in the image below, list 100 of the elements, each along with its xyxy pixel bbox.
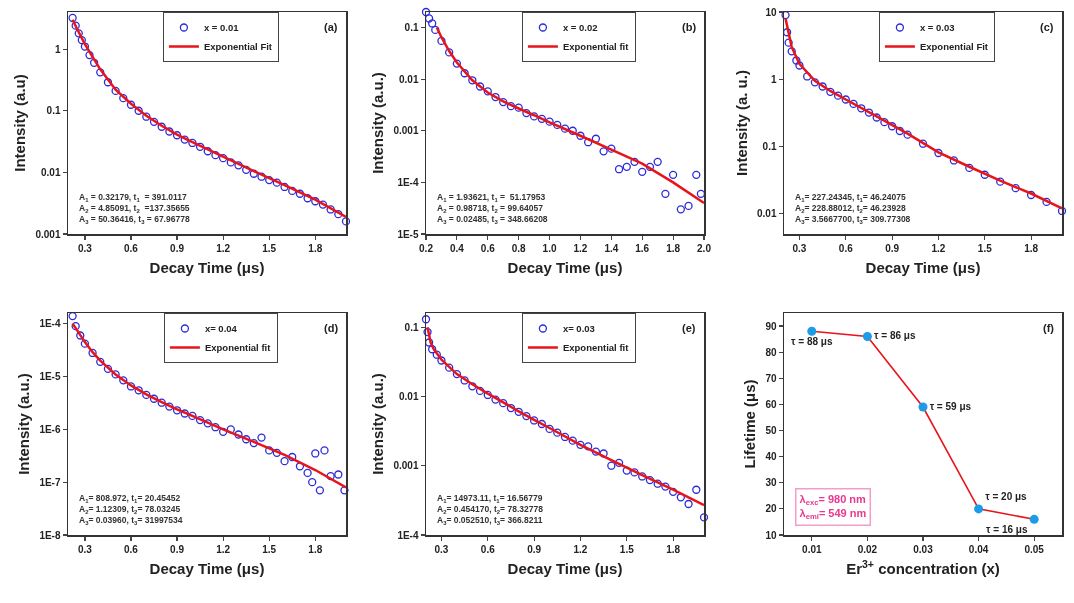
- annotation: λ$_{emi}$= 549 nm: [799, 506, 867, 522]
- x-tick-label: 1.8: [308, 242, 323, 254]
- point: [111, 86, 120, 96]
- data-label: τ = 86 μs: [874, 330, 916, 342]
- point: [428, 345, 437, 354]
- legend-label: x= 0.04: [204, 323, 238, 335]
- point: [134, 106, 143, 115]
- y-tick-label: 40: [765, 451, 777, 463]
- point: [96, 357, 105, 367]
- point: [234, 161, 243, 170]
- x-tick-label: 1.8: [666, 543, 681, 555]
- point: [864, 108, 874, 117]
- x-tick-label: 1.4: [604, 242, 619, 254]
- x-tick-label: 0.3: [77, 242, 93, 254]
- x-tick-label: 0.3: [77, 543, 93, 555]
- point: [638, 472, 647, 481]
- point: [242, 165, 251, 174]
- y-tick-label: 0.001: [393, 125, 419, 137]
- y-axis-title: Intensity (a.u): [10, 74, 28, 172]
- legend-label: Exponential Fit: [919, 41, 989, 53]
- point: [437, 356, 446, 365]
- y-tick-label: 1E-5: [397, 228, 419, 240]
- x-tick-label: 1.8: [1024, 242, 1039, 254]
- point: [452, 59, 462, 68]
- point: [584, 442, 593, 451]
- point: [553, 428, 562, 437]
- point: [188, 411, 197, 421]
- point: [591, 447, 601, 456]
- annotation: (b): [682, 21, 697, 33]
- y-tick-label: 1: [54, 43, 61, 55]
- point: [699, 513, 709, 522]
- point: [568, 436, 577, 445]
- point: [211, 423, 220, 432]
- point: [810, 78, 820, 87]
- point: [645, 475, 655, 485]
- point: [818, 82, 827, 91]
- point: [668, 170, 678, 179]
- point: [506, 403, 516, 413]
- point: [288, 186, 297, 196]
- point: [126, 100, 136, 109]
- point: [692, 485, 701, 494]
- x-tick-label: 1.2: [216, 543, 231, 555]
- y-tick-label: 1E-6: [39, 423, 61, 435]
- point: [280, 457, 289, 466]
- point: [514, 407, 523, 416]
- point: [537, 419, 546, 429]
- point: [326, 205, 335, 214]
- x-tick-label: 1.2: [216, 242, 231, 254]
- y-tick-label: 1E-8: [39, 529, 61, 541]
- point: [249, 438, 258, 448]
- point: [980, 170, 989, 179]
- x-tick-label: 1.5: [619, 543, 635, 555]
- y-tick-label: 1E-4: [397, 176, 419, 188]
- y-tick-label: 60: [765, 398, 777, 410]
- annotation: A$_{1}$= 808.972, t$_{1}$= 20.45452: [79, 493, 181, 504]
- y-tick-label: 50: [765, 425, 777, 437]
- y-tick-label: 0.1: [404, 321, 419, 333]
- y-tick-label: 1: [770, 73, 777, 85]
- point: [1057, 206, 1067, 216]
- point: [303, 194, 312, 203]
- point: [833, 91, 843, 100]
- point: [149, 394, 159, 403]
- point: [211, 151, 220, 160]
- point: [537, 114, 546, 124]
- x-tick-label: 0.9: [527, 543, 542, 555]
- point: [491, 395, 500, 404]
- legend-label: Exponential Fit: [203, 41, 273, 53]
- y-tick-label: 30: [765, 477, 777, 489]
- point: [1042, 197, 1051, 207]
- point: [195, 142, 205, 151]
- point: [126, 382, 136, 391]
- point: [103, 364, 113, 374]
- x-tick-label: 0.03: [913, 543, 934, 555]
- point: [560, 124, 570, 133]
- point: [172, 131, 182, 140]
- point: [272, 178, 282, 187]
- point: [529, 112, 539, 121]
- point: [630, 157, 639, 166]
- point: [119, 94, 128, 103]
- point: [257, 172, 266, 181]
- point: [787, 47, 796, 56]
- point: [661, 482, 670, 491]
- point: [421, 315, 431, 324]
- point: [311, 449, 320, 458]
- point: [265, 446, 274, 455]
- x-tick-label: 0.6: [124, 543, 139, 555]
- y-axis-title: Intensity (a.u.): [368, 373, 386, 475]
- point: [483, 390, 492, 400]
- point: [280, 182, 289, 192]
- annotation: (a): [324, 21, 338, 33]
- x-tick-label: 1.2: [573, 242, 588, 254]
- point: [423, 327, 432, 337]
- x-tick-label: 0.9: [170, 242, 185, 254]
- y-tick-label: 90: [765, 320, 777, 332]
- x-axis-title: Decay Time (μs): [149, 259, 265, 277]
- point: [172, 406, 182, 415]
- x-tick-label: 0.9: [885, 242, 900, 254]
- x-axis-title: Decay Time (μs): [865, 259, 981, 277]
- point: [614, 458, 624, 467]
- point: [103, 78, 113, 87]
